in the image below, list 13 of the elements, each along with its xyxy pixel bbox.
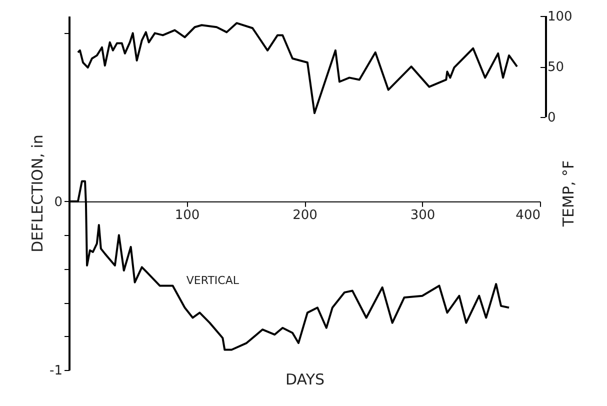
y2-tick-label: 0 — [548, 110, 556, 126]
x-tick-label: 200 — [292, 208, 318, 223]
x-tick-label: 400 — [516, 208, 540, 223]
x-axis-title: DAYS — [285, 370, 325, 388]
y-tick-label: -1 — [50, 364, 62, 378]
annotation: VERTICAL — [186, 274, 240, 288]
x-tick-label: 100 — [174, 208, 200, 223]
y-axis-title: DEFLECTION, in — [28, 134, 47, 252]
y2-tick-label: 50 — [548, 60, 564, 76]
line-series — [76, 22, 518, 114]
y2-tick-label: 100 — [548, 10, 572, 24]
x-tick-label: 300 — [410, 208, 436, 223]
y2-axis-title: TEMP, °F — [559, 160, 578, 228]
